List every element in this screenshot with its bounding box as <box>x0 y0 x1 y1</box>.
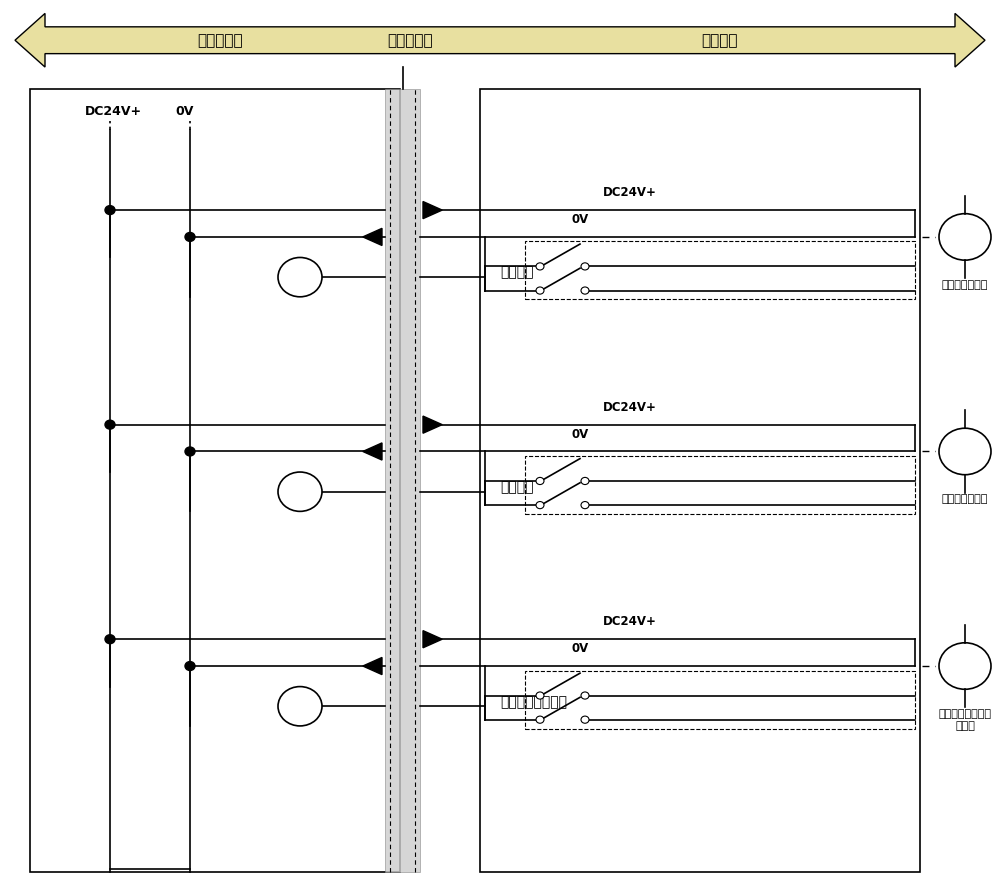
Circle shape <box>536 477 544 485</box>
Text: 开门命令: 开门命令 <box>500 266 534 280</box>
Circle shape <box>278 257 322 297</box>
Polygon shape <box>363 657 382 675</box>
Circle shape <box>581 716 589 723</box>
Circle shape <box>185 447 195 456</box>
Text: 关门命令: 关门命令 <box>500 480 534 494</box>
Text: 站台轨道占用信息
继电器: 站台轨道占用信息 继电器 <box>938 709 992 730</box>
Text: 0V: 0V <box>571 427 589 441</box>
Polygon shape <box>363 443 382 460</box>
Text: 接口分界线: 接口分界线 <box>387 33 433 47</box>
Circle shape <box>581 692 589 699</box>
Text: 0V: 0V <box>571 642 589 655</box>
Polygon shape <box>423 416 442 434</box>
Circle shape <box>278 472 322 511</box>
Circle shape <box>581 477 589 485</box>
Circle shape <box>536 263 544 270</box>
Circle shape <box>105 635 115 644</box>
Text: 开门命令继电器: 开门命令继电器 <box>942 280 988 290</box>
Text: DC24V+: DC24V+ <box>603 401 657 414</box>
Text: DC24V+: DC24V+ <box>603 186 657 199</box>
Polygon shape <box>423 630 442 648</box>
Bar <box>525 670 915 729</box>
Circle shape <box>536 716 544 723</box>
Circle shape <box>939 428 991 475</box>
Circle shape <box>105 206 115 215</box>
Circle shape <box>185 662 195 670</box>
Circle shape <box>185 232 195 241</box>
Text: 站台轨道占用信息: 站台轨道占用信息 <box>500 695 567 709</box>
Text: DC24V+: DC24V+ <box>603 615 657 628</box>
Circle shape <box>278 687 322 726</box>
Bar <box>525 241 915 299</box>
Circle shape <box>536 692 544 699</box>
Bar <box>385 89 420 872</box>
Text: 关门命令继电器: 关门命令继电器 <box>942 494 988 504</box>
Circle shape <box>939 214 991 260</box>
Circle shape <box>536 287 544 294</box>
Text: 0V: 0V <box>175 105 193 118</box>
Circle shape <box>939 643 991 689</box>
Circle shape <box>581 263 589 270</box>
Polygon shape <box>363 228 382 246</box>
Bar <box>525 456 915 514</box>
Circle shape <box>581 287 589 294</box>
Polygon shape <box>423 201 442 219</box>
Text: 0V: 0V <box>571 213 589 226</box>
Text: DC24V+: DC24V+ <box>85 105 142 118</box>
Text: 屏蔽门系统: 屏蔽门系统 <box>197 33 243 47</box>
Polygon shape <box>15 13 985 67</box>
Circle shape <box>105 420 115 429</box>
Text: 信号系统: 信号系统 <box>702 33 738 47</box>
Circle shape <box>581 502 589 509</box>
Bar <box>480 89 920 872</box>
Bar <box>30 89 400 872</box>
Circle shape <box>536 502 544 509</box>
